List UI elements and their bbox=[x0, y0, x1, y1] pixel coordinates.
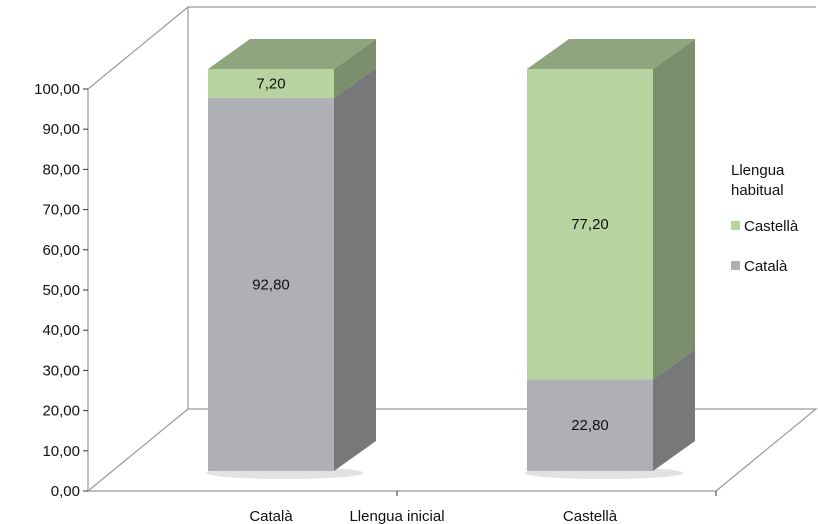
x-category-label: Català bbox=[249, 508, 293, 524]
y-tick-label: 20,00 bbox=[42, 403, 80, 420]
bar-segment-side bbox=[334, 67, 376, 471]
y-tick-label: 50,00 bbox=[42, 282, 80, 299]
chart-frame bbox=[86, 6, 818, 492]
x-axis-title: Llengua inicial bbox=[349, 508, 444, 524]
y-tick-label: 40,00 bbox=[42, 322, 80, 339]
data-label: 77,20 bbox=[571, 216, 609, 233]
bar-top bbox=[208, 39, 376, 69]
data-label: 22,80 bbox=[571, 417, 609, 434]
bar-segment-side bbox=[653, 349, 695, 471]
bar-top bbox=[527, 39, 695, 69]
bar-group: 92,80 7,20 bbox=[206, 39, 376, 479]
left-wall bbox=[87, 6, 189, 491]
bar-segment-front bbox=[527, 379, 653, 471]
bar-segment-front bbox=[208, 69, 334, 98]
bar-segment-side bbox=[653, 39, 695, 380]
data-label: 7,20 bbox=[256, 75, 285, 92]
legend-label: Català bbox=[744, 258, 788, 275]
x-axis: Català Castellà Llengua inicial bbox=[249, 491, 717, 524]
floor bbox=[86, 408, 818, 492]
legend-swatch bbox=[731, 261, 740, 270]
bar-group: 22,80 77,20 bbox=[525, 39, 695, 479]
y-tick-label: 90,00 bbox=[42, 121, 80, 138]
bars: 92,80 7,20 22,80 77,20 bbox=[206, 39, 695, 479]
legend-title: habitual bbox=[731, 182, 784, 199]
bar-segment-front bbox=[527, 69, 653, 380]
bar-segment-side bbox=[334, 39, 376, 98]
data-label: 92,80 bbox=[252, 276, 290, 293]
y-axis: 0,00 10,00 20,00 30,00 40,00 50,00 60,00 70,00 8… bbox=[34, 81, 88, 500]
y-tick-label: 80,00 bbox=[42, 161, 80, 178]
bar-segment-front bbox=[208, 97, 334, 471]
y-tick-label: 70,00 bbox=[42, 202, 80, 219]
y-tick-label: 100,00 bbox=[34, 81, 80, 98]
y-tick-label: 0,00 bbox=[51, 483, 80, 500]
y-tick-label: 60,00 bbox=[42, 242, 80, 259]
x-category-label: Castellà bbox=[563, 508, 618, 524]
y-tick-label: 10,00 bbox=[42, 443, 80, 460]
legend-label: Castellà bbox=[744, 218, 799, 235]
y-tick-label: 30,00 bbox=[42, 362, 80, 379]
legend-swatch bbox=[731, 221, 740, 230]
legend-title: Llengua bbox=[731, 162, 785, 179]
legend: Llengua habitual Castellà Català bbox=[731, 162, 799, 275]
